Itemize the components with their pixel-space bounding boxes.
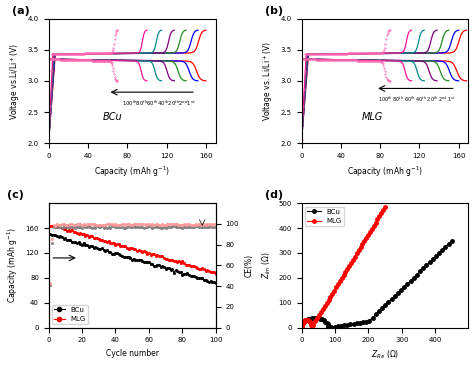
BCu <box>79 243 85 247</box>
BCu <box>323 319 328 324</box>
Text: 100$^{th}$ 80$^{th}$ 60$^{th}$ 40$^{th}$ 20$^{th}$ 2$^{nd}$ 1$^{st}$: 100$^{th}$ 80$^{th}$ 60$^{th}$ 40$^{th}$… <box>378 95 456 104</box>
Text: 100$^{th}$80$^{th}$60$^{th}$40$^{th}$20$^{th}$2$^{nd}$1$^{st}$: 100$^{th}$80$^{th}$60$^{th}$40$^{th}$20$… <box>122 98 196 108</box>
BCu <box>379 306 385 310</box>
BCu <box>326 326 331 330</box>
BCu <box>325 322 330 327</box>
Text: (d): (d) <box>265 190 283 200</box>
Legend: BCu, MLG: BCu, MLG <box>52 305 88 324</box>
MLG <box>49 224 55 228</box>
MLG <box>309 326 314 330</box>
Line: MLG: MLG <box>50 225 217 275</box>
Line: BCu: BCu <box>50 233 217 284</box>
MLG <box>134 248 140 253</box>
MLG <box>308 321 313 325</box>
MLG <box>88 234 93 239</box>
BCu <box>47 232 53 236</box>
Y-axis label: Voltage vs. Li/Li$^+$(V): Voltage vs. Li/Li$^+$(V) <box>261 41 275 121</box>
BCu <box>299 326 304 330</box>
X-axis label: Capacity (mAh g$^{-1}$): Capacity (mAh g$^{-1}$) <box>347 164 423 179</box>
Text: BCu: BCu <box>103 112 122 121</box>
X-axis label: Capacity (mAh g$^{-1}$): Capacity (mAh g$^{-1}$) <box>94 164 170 179</box>
MLG <box>47 224 53 228</box>
BCu <box>326 326 331 330</box>
MLG <box>81 232 87 236</box>
Y-axis label: CE(%): CE(%) <box>245 254 254 277</box>
Text: (c): (c) <box>7 190 24 200</box>
BCu <box>200 276 205 280</box>
MLG <box>382 205 388 209</box>
BCu <box>449 239 455 243</box>
MLG <box>299 326 304 330</box>
MLG <box>201 267 207 272</box>
X-axis label: $Z_{Re}$ (Ω): $Z_{Re}$ (Ω) <box>371 349 399 361</box>
Text: MLG: MLG <box>362 112 383 121</box>
Y-axis label: Capacity (mAh g$^{-1}$): Capacity (mAh g$^{-1}$) <box>6 228 20 304</box>
MLG <box>341 273 346 277</box>
Y-axis label: $Z_{Im}$ (Ω): $Z_{Im}$ (Ω) <box>260 251 273 279</box>
BCu <box>146 260 152 265</box>
BCu <box>86 244 91 249</box>
Y-axis label: Voltage vs.Li/Li$^+$(V): Voltage vs.Li/Li$^+$(V) <box>9 42 22 120</box>
BCu <box>133 257 138 262</box>
MLG <box>148 252 154 257</box>
X-axis label: Cycle number: Cycle number <box>106 349 159 358</box>
MLG <box>213 271 219 276</box>
Text: (b): (b) <box>265 6 283 16</box>
BCu <box>213 281 219 285</box>
BCu <box>204 279 210 283</box>
Line: BCu: BCu <box>300 239 454 330</box>
MLG <box>206 269 212 273</box>
Text: (a): (a) <box>12 6 30 16</box>
MLG <box>309 326 314 330</box>
Line: MLG: MLG <box>300 206 387 330</box>
Legend: BCu, MLG: BCu, MLG <box>305 207 344 226</box>
MLG <box>304 318 310 323</box>
MLG <box>309 323 314 327</box>
BCu <box>313 316 319 320</box>
